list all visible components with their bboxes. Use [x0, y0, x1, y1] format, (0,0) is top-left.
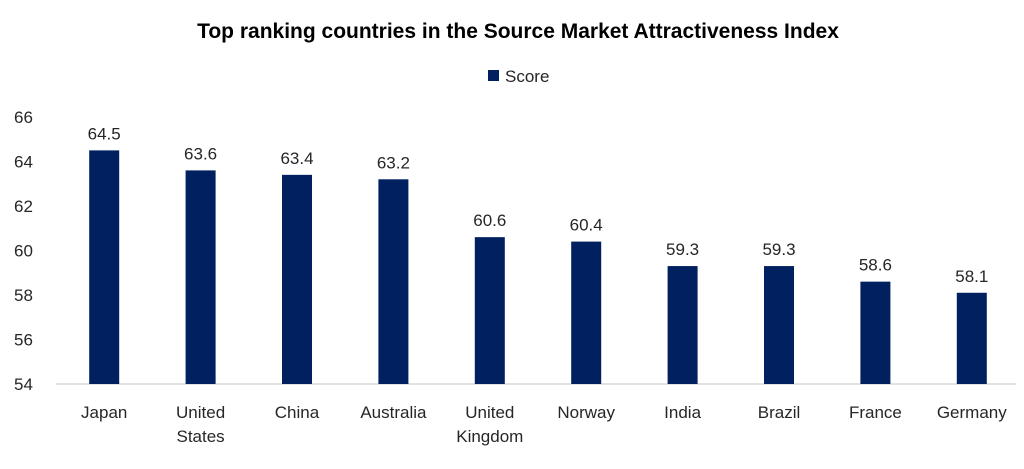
x-tick-label: Norway — [557, 403, 615, 422]
x-tick-label: China — [275, 403, 320, 422]
data-label: 59.3 — [762, 240, 795, 259]
bars: 64.5 63.6 63.4 63.2 60.6 60.4 59.3 59.3 58.6 58.1 — [88, 124, 988, 384]
x-tick-label: Brazil — [758, 403, 801, 422]
bar — [282, 174, 312, 384]
legend-swatch — [488, 70, 499, 81]
bar — [474, 237, 505, 384]
y-tick-label: 66 — [14, 108, 33, 127]
x-tick-label: Germany — [937, 403, 1007, 422]
x-tick-label: United States — [176, 403, 225, 446]
data-label: 63.6 — [184, 144, 217, 163]
x-axis: Japan United States China Australia United Kin… — [81, 403, 1007, 446]
x-tick-label: India — [664, 403, 701, 422]
bar — [667, 266, 698, 384]
bar — [956, 292, 987, 384]
data-label: 64.5 — [88, 124, 121, 143]
bar — [764, 266, 794, 384]
y-tick-label: 62 — [14, 197, 33, 216]
bar — [185, 170, 216, 384]
bar — [89, 150, 120, 384]
bar — [571, 241, 602, 384]
data-label: 63.2 — [377, 153, 410, 172]
legend-label: Score — [505, 67, 549, 86]
bar — [860, 281, 891, 384]
y-tick-label: 56 — [14, 331, 33, 350]
y-tick-label: 64 — [14, 153, 33, 172]
legend: Score — [488, 67, 549, 86]
chart-title: Top ranking countries in the Source Mark… — [197, 20, 839, 43]
data-label: 60.6 — [473, 211, 506, 230]
y-tick-label: 58 — [14, 286, 33, 305]
bar — [378, 179, 409, 384]
data-label: 63.4 — [280, 149, 313, 168]
y-axis: 54 56 58 60 62 64 66 — [14, 108, 33, 394]
y-tick-label: 54 — [14, 375, 33, 394]
data-label: 58.1 — [955, 267, 988, 286]
y-tick-label: 60 — [14, 242, 33, 261]
x-tick-label: France — [849, 403, 902, 422]
data-label: 59.3 — [666, 240, 699, 259]
x-tick-label: Japan — [81, 403, 127, 422]
data-label: 60.4 — [570, 216, 603, 235]
x-tick-label: Australia — [360, 403, 427, 422]
x-tick-label: United Kingdom — [456, 403, 523, 446]
data-label: 58.6 — [859, 256, 892, 275]
